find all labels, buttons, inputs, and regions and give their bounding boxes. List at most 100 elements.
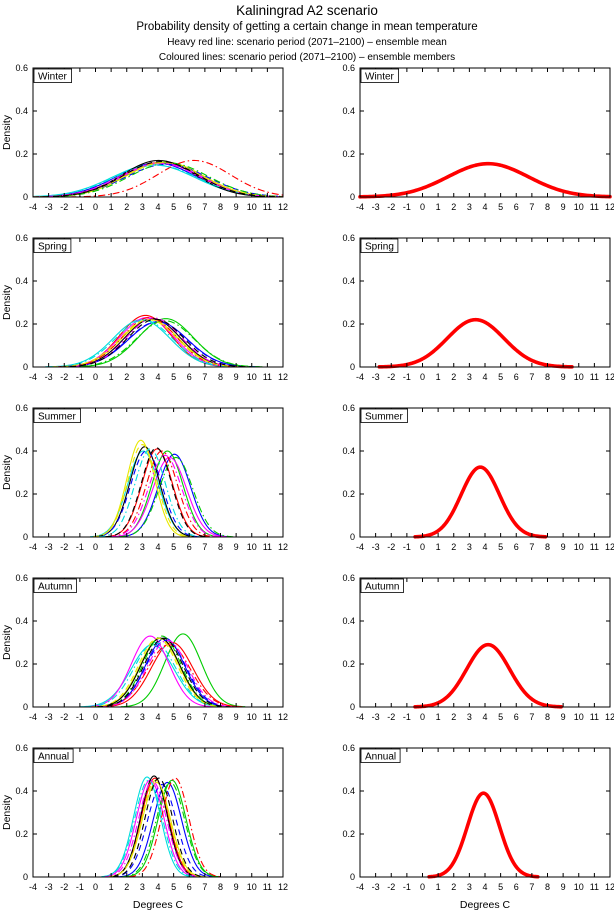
y-tick-label: 0.4 (15, 446, 28, 456)
y-tick-label: 0.4 (15, 106, 28, 116)
member-curve (69, 159, 284, 198)
panel-label-box (360, 68, 399, 83)
x-tick-label: 10 (574, 202, 584, 212)
y-tick-label: 0.6 (15, 743, 28, 753)
panel-label: Spring (38, 242, 67, 253)
x-tick-label: 10 (247, 202, 257, 212)
x-tick-label: 9 (234, 372, 239, 382)
member-curve (46, 319, 242, 368)
x-tick-label: 8 (545, 202, 550, 212)
x-tick-label: -2 (387, 202, 395, 212)
x-tick-label: 4 (155, 542, 160, 552)
x-tick-label: -3 (45, 712, 53, 722)
x-tick-label: -1 (403, 542, 411, 552)
panel-label: Winter (365, 72, 395, 83)
x-tick-label: 10 (247, 542, 257, 552)
x-tick-label: 12 (278, 882, 288, 892)
x-tick-label: 7 (529, 372, 534, 382)
x-tick-label: -3 (45, 882, 53, 892)
x-tick-label: 2 (124, 712, 129, 722)
x-tick-label: 7 (202, 372, 207, 382)
y-axis-label: Density (1, 284, 13, 320)
y-axis-label: Density (1, 794, 13, 830)
member-curve (57, 321, 259, 368)
x-tick-label: 4 (155, 712, 160, 722)
y-tick-label: 0 (350, 532, 355, 542)
x-tick-label: 6 (187, 882, 192, 892)
subplot-canvas: -4 -3 -2 -1 0 1 2 3 4 5 6 7 8 9 10 11 1200.20.40.6Spring… (1, 233, 288, 382)
x-tick-label: 3 (140, 372, 145, 382)
panel-label-box (360, 238, 399, 253)
y-tick-label: 0.4 (15, 276, 28, 286)
panel-label-box (33, 748, 74, 763)
plot-area: -4 -3 -2 -1 0 1 2 3 4 5 6 7 8 9 10 11 1200.20.40.6Annual… (342, 743, 614, 911)
x-tick-label: 0 (93, 882, 98, 892)
x-tick-label: 2 (124, 882, 129, 892)
plot-box (359, 237, 611, 368)
y-axis-label: Density (1, 114, 13, 150)
x-tick-label: -3 (45, 202, 53, 212)
x-tick-label: 2 (451, 712, 456, 722)
x-tick-label: 8 (218, 542, 223, 552)
y-tick-label: 0 (23, 362, 28, 372)
x-tick-label: 11 (590, 542, 599, 552)
x-tick-label: 12 (605, 202, 614, 212)
plot-box (359, 407, 611, 538)
x-tick-label: -4 (29, 882, 37, 892)
x-tick-label: 0 (420, 712, 425, 722)
x-tick-label: 9 (561, 372, 566, 382)
x-tick-label: -1 (76, 712, 84, 722)
y-tick-label: 0.2 (15, 489, 28, 499)
panel-label: Summer (38, 412, 76, 423)
x-tick-label: 9 (234, 202, 239, 212)
y-tick-label: 0.6 (342, 63, 355, 73)
y-tick-label: 0 (350, 872, 355, 882)
panel-label-box (33, 68, 72, 83)
x-tick-label: 2 (451, 372, 456, 382)
x-tick-label: -4 (356, 712, 364, 722)
subplot-summer-members: -4 -3 -2 -1 0 1 2 3 4 5 6 7 8 9 10 11 12 0 0.2 0.4 0.6 Summer… (0, 400, 292, 572)
x-tick-label: 3 (140, 202, 145, 212)
x-tick-label: -2 (60, 542, 68, 552)
x-tick-label: -2 (387, 712, 395, 722)
x-tick-label: 11 (263, 202, 272, 212)
plot-area: -4 -3 -2 -1 0 1 2 3 4 5 6 7 8 9 10 11 1200.20.40.6Annual… (1, 743, 288, 911)
x-tick-label: 6 (514, 882, 519, 892)
x-tick-label: 10 (574, 882, 584, 892)
member-curve (104, 780, 201, 878)
member-curve (32, 160, 284, 198)
x-tick-label: 7 (202, 202, 207, 212)
member-curve (118, 456, 234, 538)
x-tick-label: 5 (498, 542, 503, 552)
x-tick-label: 5 (171, 542, 176, 552)
member-curve (95, 644, 243, 708)
x-tick-label: 7 (202, 542, 207, 552)
y-tick-label: 0.4 (342, 446, 355, 456)
subplot-canvas: -4 -3 -2 -1 0 1 2 3 4 5 6 7 8 9 10 11 1200.20.40.6Annual… (342, 743, 614, 911)
x-tick-label: 5 (171, 882, 176, 892)
x-tick-label: -1 (76, 882, 84, 892)
y-tick-label: 0.4 (15, 616, 28, 626)
x-tick-label: -1 (403, 202, 411, 212)
x-tick-label: 7 (202, 882, 207, 892)
y-tick-label: 0.6 (15, 403, 28, 413)
x-tick-label: 12 (605, 712, 614, 722)
x-tick-label: 1 (436, 882, 441, 892)
x-tick-label: 8 (218, 372, 223, 382)
x-tick-label: 6 (187, 372, 192, 382)
plot-box (32, 67, 284, 198)
x-tick-label: 7 (529, 542, 534, 552)
subplot-annual-mean: -4 -3 -2 -1 0 1 2 3 4 5 6 7 8 9 10 11 12 0 0.2 0.4 0.6 Annual… (327, 740, 614, 912)
member-curve (97, 635, 227, 708)
y-tick-label: 0.6 (342, 573, 355, 583)
x-axis-label: Degrees C (133, 899, 184, 911)
y-tick-label: 0.2 (15, 319, 28, 329)
y-tick-label: 0.2 (15, 149, 28, 159)
x-tick-label: 8 (218, 202, 223, 212)
member-curve (120, 633, 246, 708)
panel-label: Annual (38, 752, 69, 763)
x-tick-label: 4 (155, 882, 160, 892)
x-tick-label: 0 (93, 712, 98, 722)
x-tick-label: 12 (278, 542, 288, 552)
